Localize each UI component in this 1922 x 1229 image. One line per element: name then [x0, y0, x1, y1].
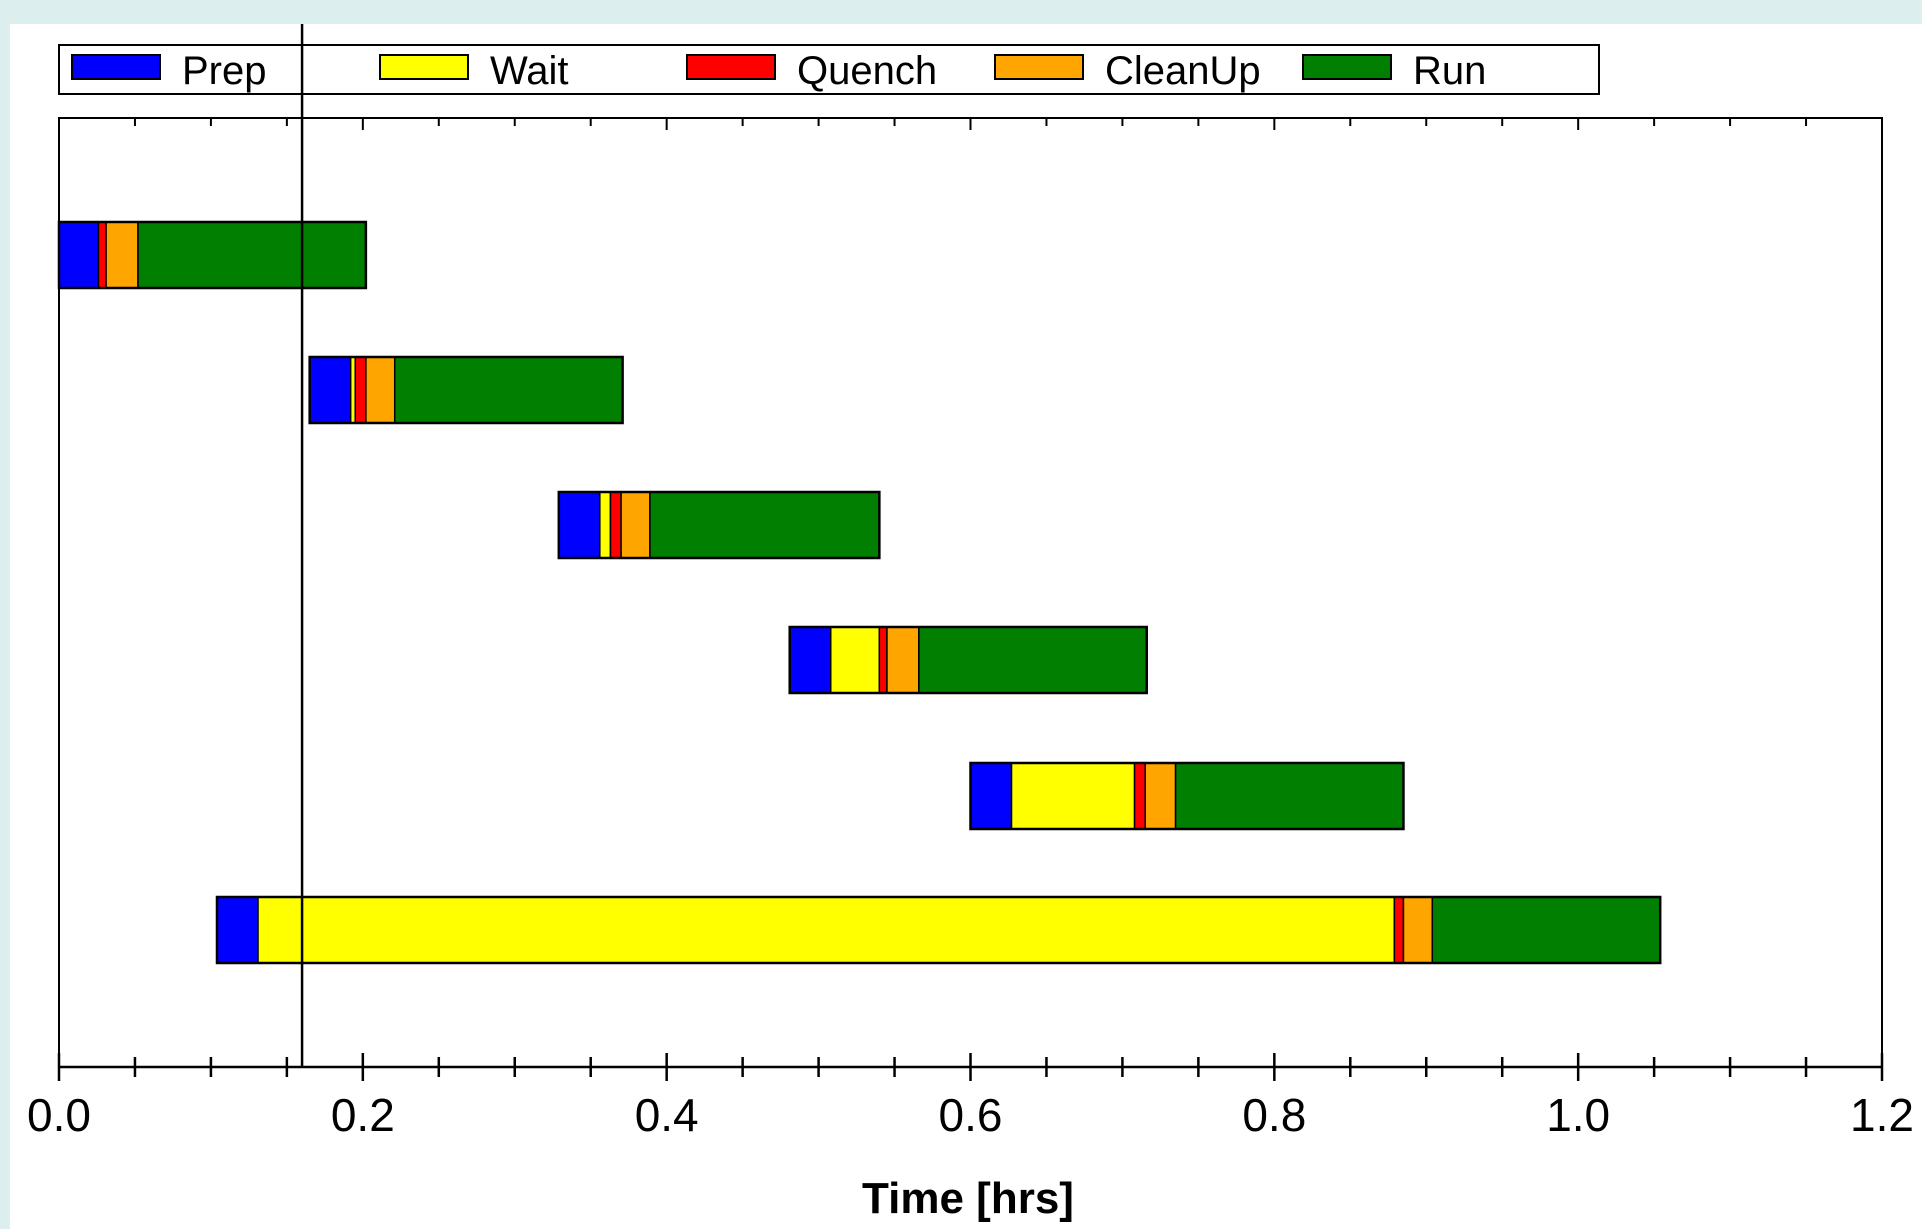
batch-outline	[57, 220, 368, 290]
legend-label-prep: Prep	[182, 49, 267, 93]
batch-bar-4	[788, 625, 1148, 695]
segment-run	[649, 491, 881, 559]
legend-label-quench: Quench	[797, 49, 937, 93]
segment-prep	[788, 626, 832, 694]
legend-swatch-wait	[379, 54, 469, 80]
segment-cleanup	[1402, 896, 1434, 964]
segment-run	[393, 356, 624, 424]
segment-wait	[1010, 762, 1136, 830]
segment-prep	[308, 356, 352, 424]
batch-bar-1	[57, 220, 368, 290]
segment-run	[1174, 762, 1405, 830]
gantt-chart: Prep Wait Quench CleanUp Run 0.0 0.2 0.4 0.6 0.8…	[27, 24, 1914, 1223]
segment-cleanup	[105, 221, 139, 289]
segment-quench	[1393, 896, 1405, 964]
segment-quench	[97, 221, 107, 289]
batch-outline	[215, 895, 1662, 965]
batch-bar-3	[557, 490, 881, 560]
chart-frame: Prep Wait Quench CleanUp Run 0.0 0.2 0.4 0.6 0.8…	[10, 24, 1922, 1229]
segment-prep	[216, 896, 259, 964]
batch-outline	[308, 355, 624, 425]
x-tick-label: 0.8	[1242, 1089, 1306, 1141]
x-tick-label: 0.6	[939, 1089, 1003, 1141]
segment-quench	[878, 626, 888, 694]
segment-cleanup	[1144, 762, 1177, 830]
batch-outline	[788, 625, 1148, 695]
segment-cleanup	[620, 491, 651, 559]
segment-prep	[969, 762, 1013, 830]
legend-swatch-run	[1302, 54, 1392, 80]
x-tick-label: 1.2	[1850, 1089, 1914, 1141]
segment-run	[137, 221, 367, 289]
segment-cleanup	[886, 626, 920, 694]
segment-prep	[558, 491, 601, 559]
segment-wait	[829, 626, 881, 694]
legend: Prep Wait Quench CleanUp Run	[58, 44, 1600, 95]
x-tick-label: 0.2	[331, 1089, 395, 1141]
segment-quench	[609, 491, 622, 559]
batch-bars	[57, 24, 1662, 1067]
batch-outline	[969, 761, 1405, 831]
segment-prep	[58, 221, 100, 289]
x-tick-label: 0.4	[635, 1089, 699, 1141]
segment-wait	[257, 896, 1396, 964]
x-axis-title: Time [hrs]	[862, 1174, 1074, 1223]
legend-label-wait: Wait	[490, 49, 569, 93]
x-tick-label: 0.0	[27, 1089, 91, 1141]
segment-run	[1431, 896, 1661, 964]
legend-label-cleanup: CleanUp	[1105, 49, 1261, 93]
segment-wait	[599, 491, 612, 559]
legend-swatch-prep	[71, 54, 161, 80]
legend-swatch-quench	[686, 54, 776, 80]
batch-outline	[557, 490, 881, 560]
segment-run	[918, 626, 1148, 694]
legend-label-run: Run	[1413, 49, 1486, 93]
segment-quench	[354, 356, 367, 424]
segment-cleanup	[365, 356, 396, 424]
batch-bar-6	[215, 895, 1662, 965]
legend-swatch-cleanup	[994, 54, 1084, 80]
segment-quench	[1133, 762, 1146, 830]
batch-bar-2	[308, 355, 624, 425]
x-axis: 0.0 0.2 0.4 0.6 0.8 1.0 1.2	[27, 118, 1914, 1141]
x-tick-label: 1.0	[1546, 1089, 1610, 1141]
batch-bar-5	[969, 761, 1405, 831]
